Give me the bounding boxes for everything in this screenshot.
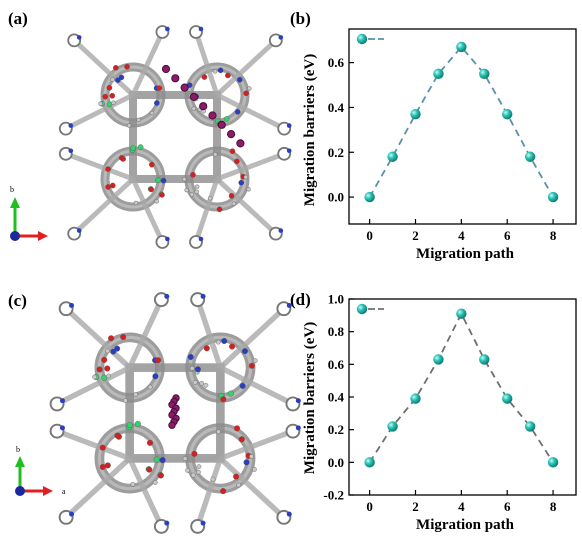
legend-marker <box>356 303 368 315</box>
y-axis-title-b: Migration barriers (eV) <box>302 54 318 206</box>
series-line <box>368 45 554 198</box>
x-tick-label: 4 <box>458 499 465 514</box>
plot-frame-d <box>348 298 577 496</box>
axis-b-label: b <box>10 185 14 194</box>
x-tick-label: 8 <box>550 499 557 514</box>
mof-structure-a-image <box>58 25 292 249</box>
data-point <box>433 354 444 365</box>
data-point <box>410 108 421 120</box>
panel-label-c: (c) <box>8 291 27 310</box>
data-point <box>502 108 513 120</box>
data-point <box>433 68 444 80</box>
data-point <box>479 354 490 365</box>
x-tick-label: 2 <box>412 228 419 243</box>
data-point <box>364 457 375 468</box>
chart-b: Migration path Migration barriers (eV) 0… <box>302 28 577 262</box>
y-tick-label: 1.0 <box>328 292 344 307</box>
data-point <box>547 457 559 468</box>
data-point <box>456 308 467 319</box>
x-tick-label: 0 <box>366 499 373 514</box>
y-tick-label: 0.0 <box>328 190 344 205</box>
panel-label-d: (d) <box>290 290 311 309</box>
y-axis-title-d: Migration barriers (eV) <box>302 322 318 474</box>
data-point <box>524 421 536 432</box>
chart-d: Migration path Migration barriers (eV) 0… <box>302 292 577 533</box>
series-line <box>368 311 554 463</box>
crystal-axes-indicator-a: b <box>10 185 48 241</box>
data-point <box>524 151 536 162</box>
plot-frame-b <box>348 28 577 225</box>
panel-label-a: (a) <box>8 9 28 28</box>
data-point <box>502 393 513 404</box>
axis-a-label-c: a <box>62 487 66 496</box>
data-point <box>547 191 559 203</box>
x-axis-title-b: Migration path <box>416 246 515 262</box>
x-tick-label: 6 <box>504 228 511 243</box>
y-tick-label: 0.2 <box>328 422 344 437</box>
y-tick-label: 0.0 <box>328 455 344 470</box>
x-tick-label: 0 <box>366 228 373 243</box>
data-point <box>456 41 467 53</box>
data-point <box>410 393 421 404</box>
x-tick-label: 6 <box>504 499 511 514</box>
y-tick-label: 0.4 <box>328 100 345 115</box>
x-axis-title-d: Migration path <box>416 517 515 533</box>
data-point <box>479 68 490 80</box>
y-tick-label: 0.4 <box>328 390 345 405</box>
legend-marker <box>356 33 368 45</box>
y-tick-label: -0.2 <box>323 488 344 503</box>
axis-b-label-c: b <box>16 445 20 454</box>
panel-label-b: (b) <box>290 9 311 28</box>
data-point <box>387 151 398 162</box>
crystal-axes-indicator-c: b a <box>15 445 66 496</box>
y-tick-label: 0.8 <box>328 324 345 339</box>
x-tick-label: 2 <box>412 499 419 514</box>
y-tick-label: 0.2 <box>328 145 344 160</box>
y-tick-label: 0.6 <box>328 55 345 70</box>
x-tick-label: 4 <box>458 228 465 243</box>
data-point <box>364 191 375 203</box>
mof-structure-c-image <box>49 292 301 534</box>
y-tick-label: 0.6 <box>328 357 345 372</box>
data-point <box>387 421 398 432</box>
x-tick-label: 8 <box>550 228 557 243</box>
